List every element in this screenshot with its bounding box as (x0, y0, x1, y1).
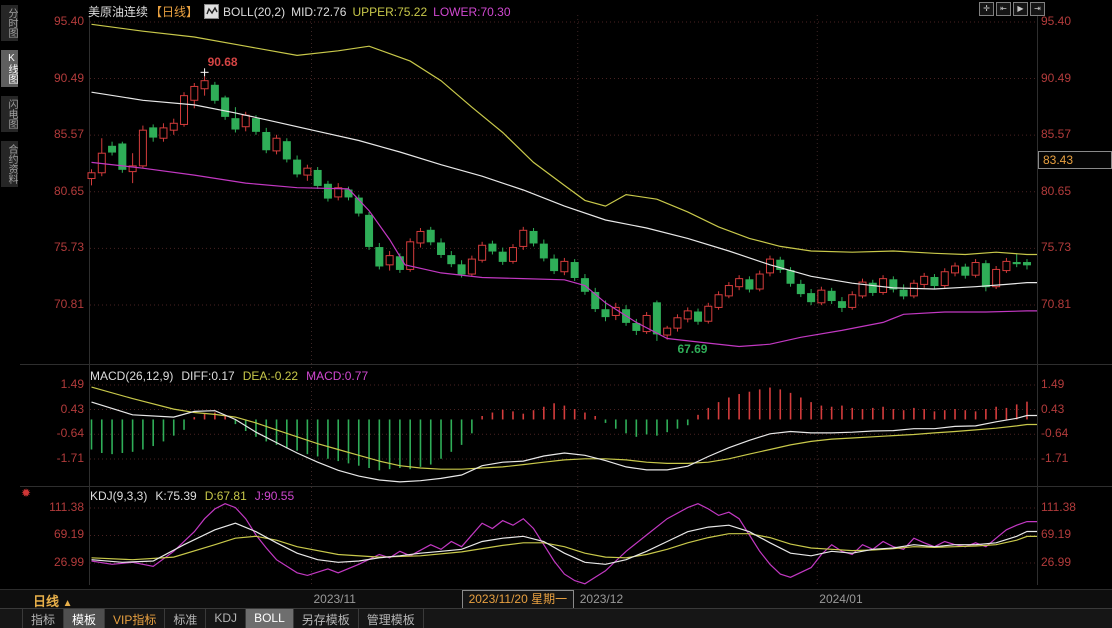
tab-template[interactable]: 模板 (63, 609, 105, 628)
high-price-annotation: 90.68 (207, 55, 238, 70)
y-axis-label: -1.71 (56, 451, 84, 465)
date-axis-bar: 日线 ▲ 2023/11 2023/12 2024/01 2023/11/20 星期… (0, 589, 1112, 610)
x-axis-month-label: 2023/11 (313, 592, 356, 606)
indicator-settings-icon[interactable]: ✹ (21, 486, 32, 500)
move-icon[interactable]: ✛ (979, 2, 994, 16)
period-label: 日线 (33, 594, 60, 609)
period-selector[interactable]: 日线 ▲ (33, 591, 73, 610)
y-axis-label: -1.71 (1041, 451, 1069, 465)
y-axis-label: 0.43 (1041, 401, 1065, 416)
boll-upper-value: UPPER:75.22 (352, 4, 428, 19)
macd-params-label: MACD(26,12,9) (90, 369, 174, 383)
y-axis-label: 26.99 (1041, 555, 1072, 569)
chart-toolbar: ✛ ⇤ ▶ ⇥ (979, 2, 1045, 16)
candlestick-chart-canvas[interactable] (0, 0, 1112, 589)
y-axis-label: 0.43 (60, 401, 84, 416)
y-axis-label: 1.49 (1041, 377, 1065, 391)
mini-chart-icon[interactable] (204, 4, 220, 19)
y-axis-label: 90.49 (53, 70, 84, 85)
tab-manage-template[interactable]: 管理模板 (357, 609, 424, 628)
tab-kdj[interactable]: KDJ (205, 609, 245, 628)
y-axis-label: 80.65 (1041, 183, 1072, 198)
y-axis-label: 111.38 (1041, 500, 1076, 514)
y-axis-label: 75.73 (53, 240, 84, 255)
y-axis-label: 85.57 (1041, 127, 1072, 142)
y-axis-label: 69.19 (53, 527, 84, 542)
tab-indicator[interactable]: 指标 (22, 609, 63, 628)
axis-scale-right-icon[interactable]: ⇥ (1030, 2, 1045, 16)
y-axis-label: 1.49 (60, 377, 84, 391)
crosshair-price-tag: 83.43 (1038, 150, 1112, 169)
collapse-arrow-icon: ▲ (62, 598, 73, 609)
axis-play-icon[interactable]: ▶ (1013, 2, 1028, 16)
y-axis-label: 95.40 (53, 14, 84, 28)
y-axis-label: 70.81 (1041, 297, 1072, 311)
y-axis-label: 80.65 (53, 183, 84, 198)
macd-diff-value: DIFF:0.17 (181, 369, 235, 383)
indicator-tab-bar: 指标 模板 VIP指标 标准 KDJ BOLL 另存模板 管理模板 (0, 608, 1112, 628)
low-price-annotation: 67.69 (677, 341, 708, 356)
tab-save-template[interactable]: 另存模板 (292, 609, 358, 628)
crosshair-date-tag: 2023/11/20 星期一 (461, 590, 575, 609)
sidebar-item-time-chart[interactable]: 分时图 (1, 5, 18, 41)
macd-dea-value: DEA:-0.22 (242, 369, 299, 383)
instrument-title: 美原油连续 (88, 5, 149, 19)
kdj-j-value: J:90.55 (254, 489, 295, 503)
tab-boll[interactable]: BOLL (245, 609, 293, 628)
tab-standard[interactable]: 标准 (164, 609, 205, 628)
period-tag: 【日线】 (150, 5, 199, 19)
y-axis-label: -0.64 (56, 426, 84, 441)
boll-mid-value: MID:72.76 (291, 4, 347, 19)
sidebar-item-flash-chart[interactable]: 闪电图 (1, 96, 18, 132)
y-axis-label: 85.57 (53, 127, 84, 142)
kdj-params-label: KDJ(9,3,3) (90, 489, 148, 503)
x-axis-month-label: 2023/12 (579, 592, 624, 606)
boll-indicator-label: BOLL(20,2) (223, 4, 286, 19)
kdj-k-value: K:75.39 (155, 489, 197, 503)
kdj-header: KDJ(9,3,3) K:75.39 D:67.81 J:90.55 (90, 489, 294, 503)
tab-vip-indicator[interactable]: VIP指标 (104, 609, 164, 628)
sidebar-item-kline-chart[interactable]: K线图 (1, 50, 18, 87)
chart-header: 美原油连续 【日线】 BOLL(20,2) MID:72.76 UPPER:75.… (88, 3, 511, 20)
y-axis-label: 95.40 (1041, 14, 1072, 28)
y-axis-label: 75.73 (1041, 240, 1072, 255)
sidebar-item-contract-info[interactable]: 合约资料 (1, 141, 18, 187)
boll-lower-value: LOWER:70.30 (433, 4, 511, 19)
y-axis-label: 90.49 (1041, 70, 1072, 85)
chart-type-sidebar: 分时图 K线图 闪电图 合约资料 (0, 0, 19, 187)
y-axis-label: 70.81 (53, 297, 84, 311)
x-axis-month-label: 2024/01 (819, 592, 863, 606)
y-axis-label: 111.38 (49, 500, 84, 514)
macd-macd-value: MACD:0.77 (306, 369, 369, 383)
kdj-d-value: D:67.81 (204, 489, 247, 503)
y-axis-label: 69.19 (1041, 527, 1072, 542)
y-axis-label: -0.64 (1041, 426, 1069, 441)
axis-scale-left-icon[interactable]: ⇤ (996, 2, 1011, 16)
macd-header: MACD(26,12,9) DIFF:0.17 DEA:-0.22 MACD:0… (90, 369, 368, 383)
y-axis-label: 26.99 (53, 555, 84, 569)
